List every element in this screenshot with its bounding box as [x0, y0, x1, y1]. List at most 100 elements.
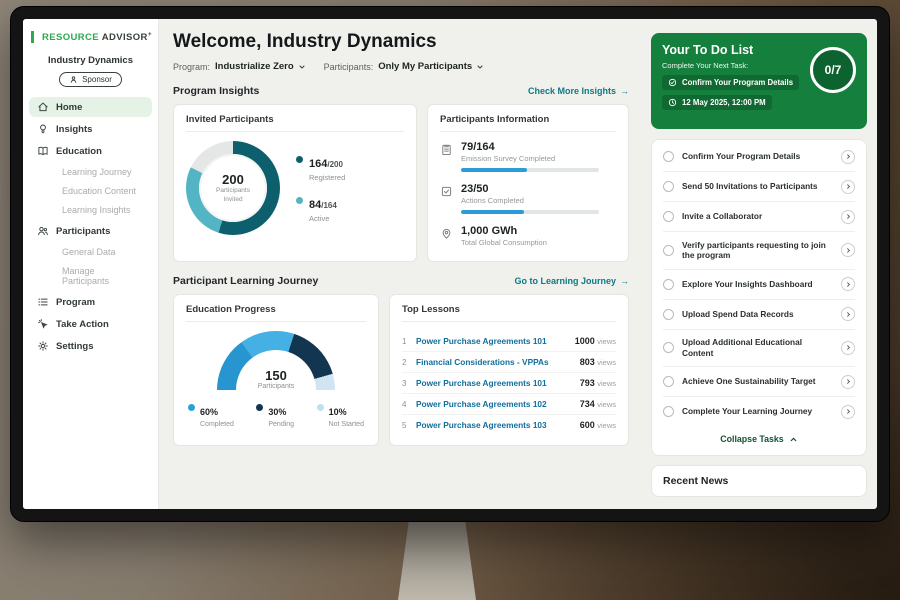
tasks-list-card: Confirm Your Program Details Send 50 Inv… [651, 139, 867, 457]
task-chevron-button[interactable] [841, 277, 855, 292]
stat-global-consumption: 1,000 GWh Total Global Consumption [440, 225, 616, 247]
lesson-link[interactable]: Power Purchase Agreements 101 [416, 378, 547, 388]
task-chevron-button[interactable] [841, 209, 855, 224]
card-title: Invited Participants [186, 114, 404, 132]
person-icon [69, 75, 78, 84]
sidebar-item-participants[interactable]: Participants [29, 221, 152, 241]
task-chevron-button[interactable] [841, 243, 855, 258]
sidebar-item-manage-participants[interactable]: Manage Participants [29, 262, 152, 290]
sidebar-label: Insights [56, 123, 93, 135]
task-row[interactable]: Confirm Your Program Details [663, 142, 855, 172]
invited-participants-card: Invited Participants 200 Participants In… [173, 104, 417, 262]
task-checkbox[interactable] [663, 376, 674, 388]
lesson-row: 2 Financial Considerations - VPPAs 803 v… [402, 352, 616, 373]
task-checkbox[interactable] [663, 278, 674, 290]
task-checkbox[interactable] [663, 308, 674, 320]
sidebar-item-program[interactable]: Program [29, 292, 152, 312]
lesson-row: 5 Power Purchase Agreements 103 600 view… [402, 420, 616, 430]
sidebar-label: Participants [56, 225, 111, 237]
sidebar-item-learning-journey[interactable]: Learning Journey [29, 163, 152, 181]
task-row[interactable]: Complete Your Learning Journey [663, 397, 855, 426]
sidebar-item-take-action[interactable]: Take Action [29, 314, 152, 334]
task-chevron-button[interactable] [841, 340, 855, 355]
sidebar-label: Learning Insights [62, 205, 131, 216]
task-checkbox[interactable] [663, 406, 674, 418]
card-title: Education Progress [186, 304, 366, 322]
sidebar-item-home[interactable]: Home [29, 97, 152, 118]
lesson-link[interactable]: Power Purchase Agreements 103 [416, 420, 547, 430]
task-chevron-button[interactable] [841, 149, 855, 164]
home-icon [37, 101, 49, 113]
recent-news-card: Recent News [651, 465, 867, 498]
card-title: Participants Information [440, 114, 616, 132]
sidebar-item-insights[interactable]: Insights [29, 119, 152, 139]
chevron-up-icon [789, 435, 798, 444]
task-row[interactable]: Upload Additional Educational Content [663, 330, 855, 368]
legend-pending: 30% Pending [256, 402, 294, 428]
logo-resource: RESOURCE [42, 32, 100, 44]
task-chevron-button[interactable] [841, 307, 855, 322]
check-more-insights-link[interactable]: Check More Insights → [527, 86, 629, 96]
program-filter-value: Industrialize Zero [215, 61, 294, 72]
legend-not-started: 10% Not Started [316, 402, 364, 428]
todo-summary-card: Your To Do List Complete Your Next Task:… [651, 33, 867, 129]
top-lessons-card: Top Lessons 1 Power Purchase Agreements … [389, 294, 629, 446]
participants-filter-value: Only My Participants [378, 61, 473, 72]
legend-registered: 164/200 Registered [296, 154, 345, 182]
lesson-row: 3 Power Purchase Agreements 101 793 view… [402, 373, 616, 394]
task-row[interactable]: Invite a Collaborator [663, 202, 855, 232]
main-content: Welcome, Industry Dynamics Program: Indu… [159, 19, 643, 509]
task-row[interactable]: Verify participants requesting to join t… [663, 232, 855, 270]
sidebar-label: Settings [56, 340, 94, 352]
donut-center-label: Participants Invited [216, 187, 250, 203]
collapse-tasks-link[interactable]: Collapse Tasks [663, 426, 855, 453]
task-row[interactable]: Upload Spend Data Records [663, 300, 855, 330]
sponsor-badge[interactable]: Sponsor [59, 72, 122, 88]
logo-advisor: ADVISOR [101, 32, 148, 44]
click-action-icon [37, 318, 49, 330]
sidebar-item-education[interactable]: Education [29, 141, 152, 161]
sidebar-label: Manage Participants [62, 266, 110, 287]
sidebar-item-education-content[interactable]: Education Content [29, 182, 152, 200]
task-row[interactable]: Explore Your Insights Dashboard [663, 270, 855, 300]
task-chevron-button[interactable] [841, 404, 855, 419]
task-checkbox[interactable] [663, 151, 674, 162]
todo-subtitle: Complete Your Next Task: [662, 61, 749, 70]
sidebar-item-learning-insights[interactable]: Learning Insights [29, 201, 152, 219]
legend-dot [316, 404, 324, 411]
task-checkbox[interactable] [663, 342, 674, 354]
task-checkbox[interactable] [663, 181, 674, 192]
participants-filter-select[interactable]: Only My Participants [378, 61, 484, 72]
task-chevron-button[interactable] [841, 179, 855, 194]
learning-journey-title: Participant Learning Journey [173, 275, 319, 287]
gear-icon [37, 340, 49, 352]
invited-participants-donut-chart: 200 Participants Invited [186, 141, 280, 235]
task-row[interactable]: Send 50 Invitations to Participants [663, 172, 855, 202]
location-pin-icon [440, 227, 453, 240]
task-row[interactable]: Achieve One Sustainability Target [663, 367, 855, 398]
gauge-center-value: 150 [265, 368, 287, 383]
task-checkbox[interactable] [663, 211, 674, 222]
todo-panel: Your To Do List Complete Your Next Task:… [643, 19, 877, 509]
sidebar-label: Program [56, 296, 96, 308]
sidebar-item-general-data[interactable]: General Data [29, 243, 152, 261]
monitor-stand [398, 520, 476, 600]
go-to-learning-journey-link[interactable]: Go to Learning Journey → [514, 276, 629, 286]
todo-title: Your To Do List [662, 43, 754, 57]
sidebar-item-settings[interactable]: Settings [29, 336, 152, 356]
recent-news-title: Recent News [663, 475, 729, 488]
program-filter-select[interactable]: Industrialize Zero [215, 61, 306, 72]
lesson-link[interactable]: Power Purchase Agreements 102 [416, 399, 547, 409]
task-chevron-button[interactable] [841, 374, 855, 389]
program-insights-title: Program Insights [173, 85, 260, 97]
arrow-right-icon: → [620, 276, 629, 286]
lesson-link[interactable]: Financial Considerations - VPPAs [416, 357, 549, 367]
lightbulb-icon [37, 123, 49, 135]
lesson-link[interactable]: Power Purchase Agreements 101 [416, 336, 547, 346]
legend-active: 84/164 Active [296, 195, 345, 223]
program-filter-label: Program: [173, 61, 211, 72]
task-checkbox[interactable] [663, 244, 674, 256]
clock-icon [668, 98, 677, 107]
emission-survey-progress-bar [461, 168, 599, 172]
sidebar-label: Home [56, 101, 83, 113]
